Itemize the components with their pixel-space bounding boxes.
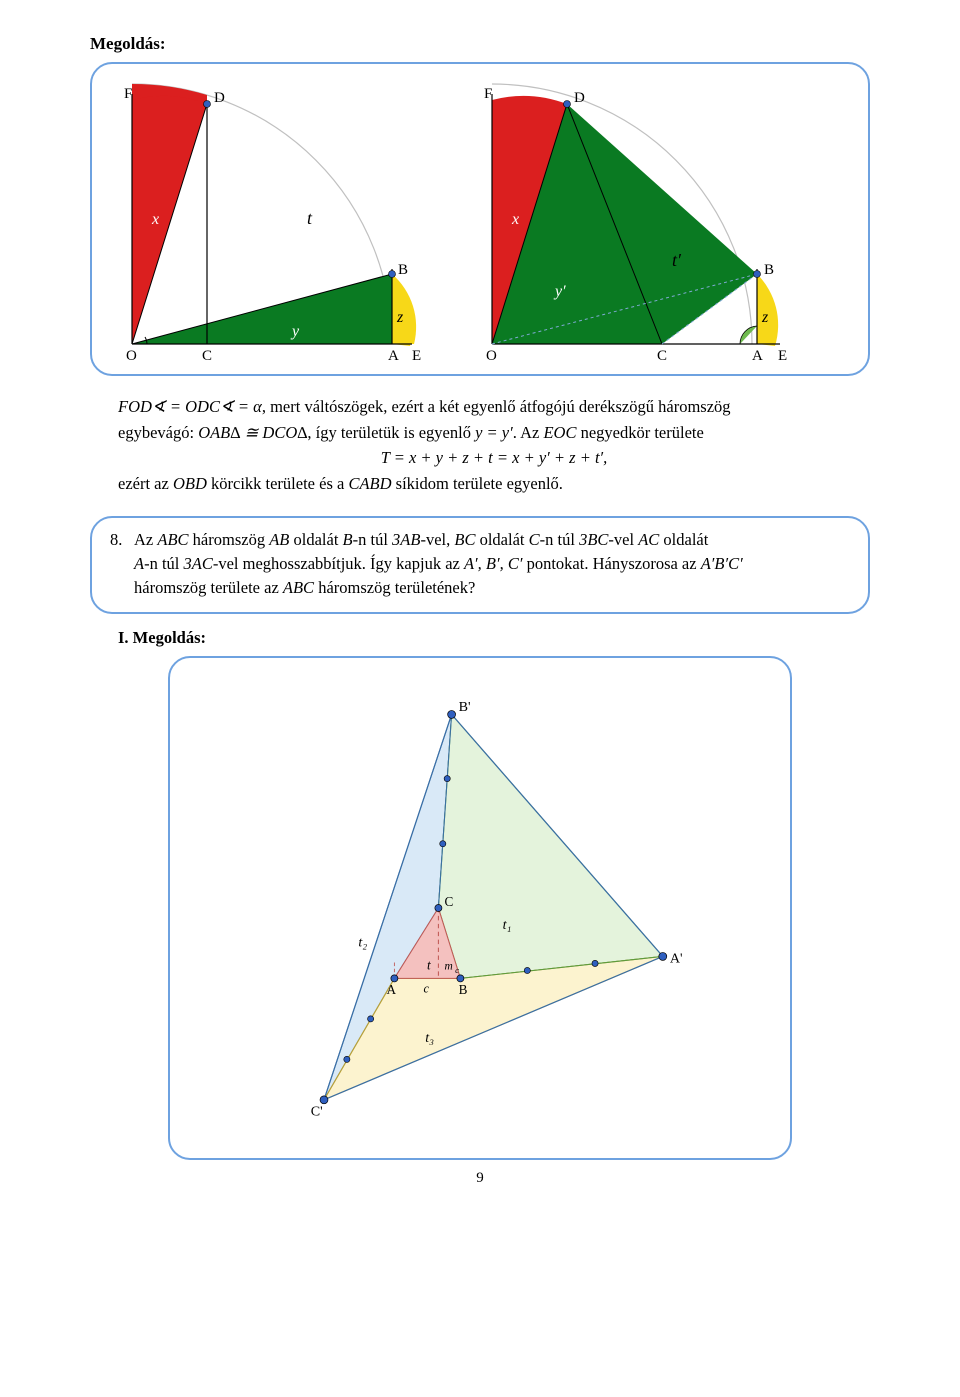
p8-m7: A′B′C′ xyxy=(701,554,743,573)
svg-text:B: B xyxy=(398,262,408,278)
p8-l12: C xyxy=(529,530,540,549)
svg-text:x: x xyxy=(511,211,519,228)
p8-l10: BC xyxy=(454,530,475,549)
txt-2g: negyedkör területe xyxy=(576,423,703,442)
svg-text:C: C xyxy=(657,348,667,364)
svg-text:D: D xyxy=(574,90,585,106)
p8-l2: ABC xyxy=(157,530,188,549)
txt-2c: , így területük is egyenlő xyxy=(307,423,475,442)
svg-text:t₂: t₂ xyxy=(358,935,367,951)
p8-m3: 3AC xyxy=(184,554,213,573)
svg-text:B: B xyxy=(764,262,774,278)
problem-number: 8. xyxy=(110,528,134,600)
svg-text:t: t xyxy=(427,958,431,973)
txt-4c: körcikk területe és a xyxy=(207,474,349,493)
svg-text:z: z xyxy=(396,309,404,326)
svg-text:D: D xyxy=(214,90,225,106)
txt-4a: ezért az xyxy=(118,474,173,493)
p8-n3: háromszög területének? xyxy=(314,578,475,597)
heading-i-megoldas: I. Megoldás: xyxy=(118,628,870,648)
svg-text:F: F xyxy=(124,86,132,102)
svg-text:O: O xyxy=(126,348,137,364)
svg-text:c: c xyxy=(455,965,459,975)
svg-text:B: B xyxy=(459,982,468,997)
p8-m5: A′, B′, C′ xyxy=(464,554,523,573)
page-number: 9 xyxy=(90,1170,870,1187)
p8-n1: háromszög területe az xyxy=(134,578,283,597)
p8-m4: -vel meghosszabbítjuk. Így kapjuk az xyxy=(213,554,464,573)
svg-text:C: C xyxy=(202,348,212,364)
p8-l7: -n túl xyxy=(353,530,392,549)
svg-text:y′: y′ xyxy=(553,283,566,300)
heading-megoldas: Megoldás: xyxy=(90,34,870,54)
p8-l9: -vel, xyxy=(420,530,454,549)
p8-m6: pontokat. Hányszorosa az xyxy=(522,554,700,573)
svg-text:B': B' xyxy=(459,699,471,715)
svg-text:A: A xyxy=(752,348,763,364)
svg-text:C: C xyxy=(445,894,454,909)
eq-cabd: CABD xyxy=(348,474,391,493)
txt-1b: , mert váltószögek, ezért a két egyenlő … xyxy=(262,397,731,416)
svg-text:y: y xyxy=(290,323,300,340)
p8-l6: B xyxy=(343,530,353,549)
figure-bottom-svg: B' A' C' A B C t t₁ t₂ t₃ m c c xyxy=(170,658,786,1158)
p8-m1: A xyxy=(134,554,144,573)
txt-2a: egybevágó: xyxy=(118,423,198,442)
eq-oab: OAB∆ ≅ DCO∆ xyxy=(198,423,307,442)
svg-text:O: O xyxy=(486,348,497,364)
eq-yy: y = y′ xyxy=(475,423,513,442)
p8-l8: 3AB xyxy=(392,530,420,549)
figure-top-box: O C A E B D F x y z t xyxy=(90,62,870,376)
p8-l3: háromszög xyxy=(189,530,270,549)
svg-text:C': C' xyxy=(311,1104,323,1120)
figure-bottom-box: B' A' C' A B C t t₁ t₂ t₃ m c c xyxy=(168,656,792,1160)
svg-text:A': A' xyxy=(670,951,683,967)
figure-top-svg: O C A E B D F x y z t xyxy=(92,64,864,374)
svg-text:m: m xyxy=(445,961,453,973)
p8-l16: AC xyxy=(638,530,659,549)
p8-l15: -vel xyxy=(608,530,638,549)
svg-text:t₁: t₁ xyxy=(503,917,512,933)
svg-text:A: A xyxy=(388,348,399,364)
p8-l4: AB xyxy=(269,530,289,549)
p8-l5: oldalát xyxy=(289,530,342,549)
svg-text:A: A xyxy=(386,982,396,997)
svg-text:x: x xyxy=(151,211,159,228)
txt-2e: . Az xyxy=(513,423,544,442)
svg-text:F: F xyxy=(484,86,492,102)
p8-l13: -n túl xyxy=(540,530,579,549)
svg-text:t: t xyxy=(307,208,313,228)
p8-l17: oldalát xyxy=(659,530,708,549)
svg-text:E: E xyxy=(778,348,787,364)
eq-eoc: EOC xyxy=(543,423,576,442)
eq-T: T = x + y + z + t = x + y′ + z + t′, xyxy=(381,448,608,467)
p8-n2: ABC xyxy=(283,578,314,597)
svg-text:t₃: t₃ xyxy=(425,1030,434,1046)
svg-text:z: z xyxy=(761,309,769,326)
svg-text:c: c xyxy=(423,981,429,995)
p8-l11: oldalát xyxy=(475,530,528,549)
txt-4e: síkidom területe egyenlő. xyxy=(392,474,563,493)
solution-paragraph: FOD∢ = ODC∢ = α, mert váltószögek, ezért… xyxy=(118,394,870,496)
eq-fod: FOD∢ = ODC∢ = α xyxy=(118,397,262,416)
problem-8-box: 8. Az ABC háromszög AB oldalát B-n túl 3… xyxy=(90,516,870,614)
eq-obd: OBD xyxy=(173,474,207,493)
p8-m2: -n túl xyxy=(144,554,183,573)
svg-text:t′: t′ xyxy=(672,250,682,270)
p8-l1: Az xyxy=(134,530,157,549)
p8-l14: 3BC xyxy=(579,530,608,549)
svg-text:E: E xyxy=(412,348,421,364)
